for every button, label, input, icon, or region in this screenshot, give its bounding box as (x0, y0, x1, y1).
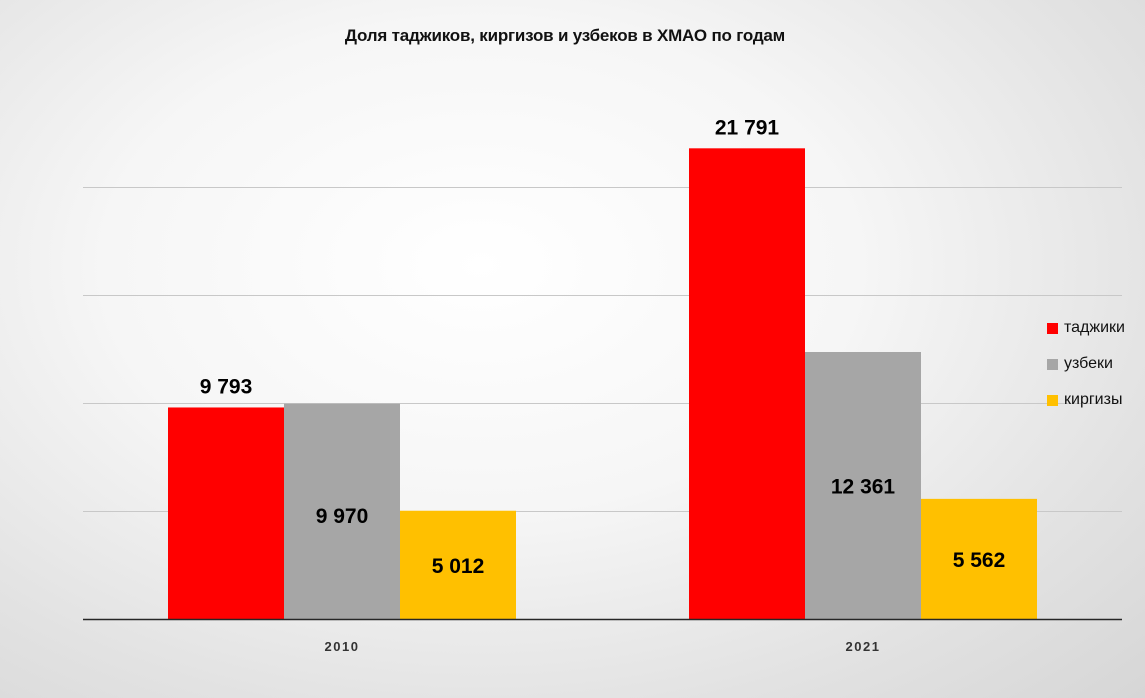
legend-item-kyrgyz: киргизы (1047, 382, 1125, 418)
chart-legend: таджики узбеки киргизы (1047, 310, 1125, 418)
legend-label-kyrgyz: киргизы (1064, 391, 1123, 408)
data-label-tajiks-2021: 21 791 (715, 116, 780, 139)
data-label-tajiks-2010: 9 793 (200, 375, 253, 398)
bar-uzbeks-2021 (805, 352, 921, 619)
legend-swatch-kyrgyz (1047, 394, 1058, 406)
legend-swatch-tajiks (1047, 322, 1058, 334)
bar-tajiks-2010 (168, 407, 284, 619)
x-tick-label-2010: 2010 (325, 639, 360, 654)
legend-label-tajiks: таджики (1064, 319, 1125, 336)
legend-item-uzbeks: узбеки (1047, 346, 1125, 382)
legend-item-tajiks: таджики (1047, 310, 1125, 346)
data-label-uzbeks-2021: 12 361 (831, 476, 896, 499)
chart-title: Доля таджиков, киргизов и узбеков в ХМАО… (344, 26, 786, 45)
legend-label-uzbeks: узбеки (1064, 355, 1113, 372)
bar-uzbeks-2010 (284, 403, 400, 619)
bar-kyrgyz-2021 (921, 498, 1037, 619)
data-label-uzbeks-2010: 9 970 (316, 505, 369, 528)
bar-kyrgyz-2010 (400, 510, 516, 619)
x-tick-label-2021: 2021 (846, 639, 881, 654)
legend-swatch-uzbeks (1047, 358, 1058, 370)
bar-tajiks-2021 (689, 148, 805, 620)
data-label-kyrgyz-2010: 5 012 (432, 555, 485, 578)
data-label-kyrgyz-2021: 5 562 (953, 549, 1006, 572)
